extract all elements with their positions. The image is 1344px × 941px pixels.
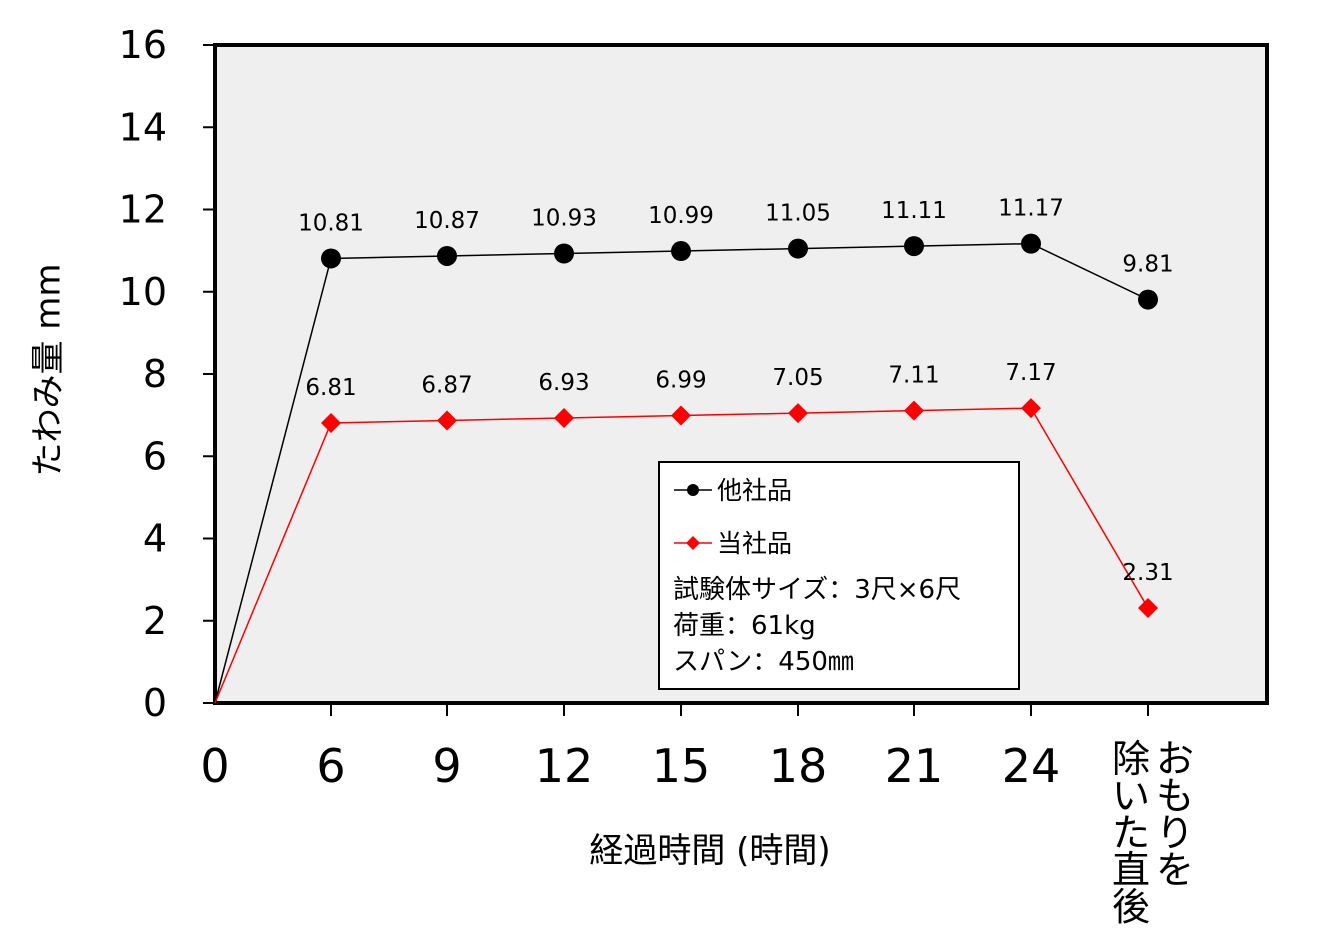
series-0-point-3 [554, 243, 574, 264]
x-axis-ticks: 0 6 9 12 15 18 21 24 [200, 703, 1149, 793]
series-1-label-3: 6.93 [538, 370, 589, 396]
series-1-label-1: 6.81 [305, 375, 356, 401]
x-tick-label-0: 0 [200, 739, 229, 793]
series-0-label-1: 10.81 [298, 210, 364, 236]
series-1-label-7: 7.17 [1005, 360, 1056, 386]
y-tick-label-4: 8 [143, 352, 167, 396]
y-tick-label-7: 14 [119, 105, 167, 149]
note-span: スパン：450㎜ [673, 647, 854, 677]
series-0-point-4 [671, 241, 691, 262]
x-tick-label-7: 24 [1002, 739, 1061, 793]
series-0-label-6: 11.11 [881, 198, 947, 224]
data-labels-layer: 10.81 10.87 10.93 10.99 11.05 11.11 11.17 9.81 6… [298, 196, 1174, 586]
series-0-point-6 [904, 236, 924, 257]
series-0-point-1 [321, 248, 341, 269]
series-0-point-8 [1138, 289, 1158, 310]
series-0-label-7: 11.17 [998, 196, 1064, 222]
x-axis-title: 経過時間 (時間) [589, 831, 830, 871]
series-1-point-3 [554, 408, 574, 429]
legend-label-ours: 当社品 [717, 529, 792, 558]
note-load: 荷重：61kg [673, 611, 816, 641]
series-0-label-4: 10.99 [648, 203, 714, 229]
series-1-label-4: 6.99 [655, 368, 706, 394]
y-axis-ticks: 0 2 4 6 8 10 12 14 16 [119, 23, 215, 725]
y-tick-label-8: 16 [119, 23, 167, 67]
series-1-point-2 [437, 410, 457, 431]
x-tick-label-4: 15 [652, 739, 711, 793]
series-0-label-5: 11.05 [765, 201, 831, 227]
y-tick-label-5: 10 [119, 270, 167, 314]
x-tick-label-2: 9 [432, 739, 461, 793]
legend-marker-other [687, 484, 699, 496]
series-1-point-4 [671, 405, 691, 426]
last-category-column-1: 除いた直後 [1112, 737, 1150, 929]
x-tick-label-1: 6 [316, 739, 345, 793]
series-1-label-8: 2.31 [1122, 560, 1173, 586]
series-0-label-3: 10.93 [531, 206, 597, 232]
legend-marker-ours [686, 536, 700, 550]
x-tick-label-3: 12 [535, 739, 594, 793]
legend-box: 他社品 当社品 試験体サイズ：3尺×6尺 荷重：61kg スパン：450㎜ [658, 461, 1020, 690]
series-1-point-5 [788, 403, 808, 424]
series-1-point-8 [1138, 598, 1158, 619]
series-1-label-5: 7.05 [772, 365, 823, 391]
series-1-label-6: 7.11 [888, 363, 939, 389]
x-tick-label-6: 21 [885, 739, 944, 793]
y-tick-label-2: 4 [143, 517, 167, 561]
series-layer [214, 233, 1158, 704]
y-tick-label-6: 12 [119, 188, 167, 232]
series-0-point-5 [788, 238, 808, 259]
note-specimen-size: 試験体サイズ：3尺×6尺 [673, 575, 961, 605]
series-1-point-7 [1021, 398, 1041, 419]
y-tick-label-0: 0 [143, 681, 167, 725]
legend-label-other: 他社品 [717, 476, 792, 505]
series-0-point-2 [437, 245, 457, 266]
y-axis-title: たわみ量 mm [29, 263, 69, 476]
y-tick-label-1: 2 [143, 599, 167, 643]
series-1-label-2: 6.87 [421, 372, 472, 398]
last-category-column-0: おもりを [1156, 737, 1194, 892]
series-0-label-8: 9.81 [1122, 252, 1173, 278]
series-0-point-7 [1021, 233, 1041, 254]
series-1-point-1 [321, 412, 341, 433]
x-tick-label-5: 18 [769, 739, 828, 793]
series-1-point-6 [904, 400, 924, 421]
series-0-label-2: 10.87 [414, 208, 480, 234]
y-tick-label-3: 6 [143, 434, 167, 478]
